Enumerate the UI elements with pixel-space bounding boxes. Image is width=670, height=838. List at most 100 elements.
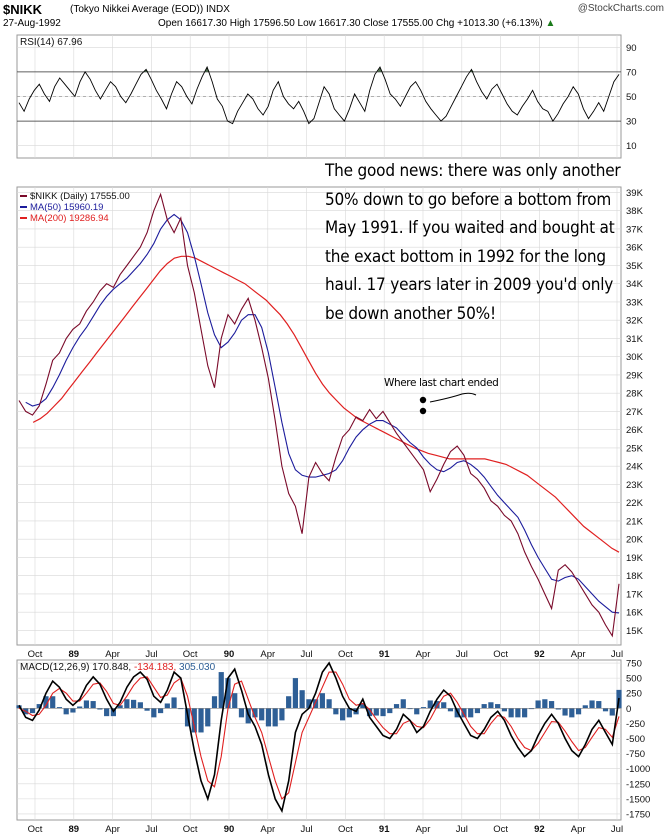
rsi-tick-label: 50: [626, 92, 637, 103]
macd-x-label: Oct: [338, 824, 353, 835]
macd-x-label: Oct: [493, 824, 508, 835]
histogram-bar: [339, 708, 346, 721]
histogram-bar: [501, 708, 507, 712]
histogram-bar: [205, 708, 211, 727]
date-label: 27-Aug-1992: [3, 18, 61, 29]
histogram-bar: [535, 700, 541, 709]
histogram-bar: [569, 708, 575, 718]
histogram-bar: [225, 678, 231, 709]
histogram-bar: [508, 708, 514, 718]
histogram-bar: [191, 708, 197, 733]
last-chart-note: Where last chart ended: [384, 377, 499, 389]
price-tick-label: 28K: [626, 389, 644, 400]
histogram-bar: [63, 708, 69, 715]
price-tick-label: 26K: [626, 425, 644, 436]
histogram-bar: [164, 703, 170, 709]
histogram-bar: [198, 708, 204, 733]
histogram-bar: [259, 708, 265, 721]
histogram-bar: [515, 708, 521, 718]
price-tick-label: 34K: [626, 279, 644, 290]
histogram-bar: [279, 708, 285, 721]
histogram-bar: [238, 708, 245, 718]
histogram-bar: [542, 699, 548, 709]
histogram-bar: [488, 702, 494, 709]
histogram-bar: [117, 705, 123, 709]
macd-tick-label: 250: [626, 689, 642, 700]
histogram-bar: [306, 699, 312, 709]
histogram-bar: [272, 708, 278, 727]
histogram-bar: [218, 672, 224, 709]
macd-x-label: Apr: [260, 824, 275, 835]
histogram-bar: [252, 708, 258, 718]
price-tick-label: 31K: [626, 334, 644, 345]
price-x-label: 90: [224, 649, 235, 660]
annotation-text: The good news: there was only another 50…: [325, 161, 621, 324]
histogram-bar: [575, 708, 582, 715]
price-tick-label: 36K: [626, 243, 644, 254]
macd-x-label: Jul: [611, 824, 623, 835]
macd-tick-label: -750: [626, 749, 645, 760]
index-name: (Tokyo Nikkei Average (EOD)) INDX: [70, 4, 230, 15]
histogram-bar: [292, 678, 299, 709]
price-tick-label: 30K: [626, 352, 644, 363]
macd-x-label: 91: [379, 824, 390, 835]
price-tick-label: 39K: [626, 188, 644, 199]
macd-x-label: Oct: [183, 824, 198, 835]
histogram-bar: [441, 702, 447, 709]
price-tick-label: 37K: [626, 224, 644, 235]
histogram-bar: [468, 708, 474, 718]
price-tick-label: 33K: [626, 297, 644, 308]
price-x-label: Oct: [183, 649, 198, 660]
histogram-bar: [380, 708, 386, 717]
price-tick-label: 18K: [626, 571, 644, 582]
histogram-bar: [609, 708, 615, 716]
macd-title-part: -134.183,: [134, 662, 179, 673]
change-up-icon: ▲: [545, 18, 556, 29]
macd-x-label: 92: [534, 824, 545, 835]
price-x-label: Apr: [416, 649, 431, 660]
price-x-label: Apr: [260, 649, 275, 660]
macd-x-label: Jul: [456, 824, 468, 835]
macd-title: MACD(12,26,9) 170.848, -134.183, 305.030: [20, 662, 216, 673]
histogram-bar: [333, 708, 339, 715]
brand-watermark[interactable]: @StockCharts.com: [577, 3, 664, 14]
macd-tick-label: -1250: [626, 779, 650, 790]
histogram-bar: [400, 699, 406, 709]
macd-panel: 750 500 250 0 -250 -500 -750 -1000 -1250 -1500 -17…: [16, 659, 650, 835]
price-x-label: 92: [534, 649, 545, 660]
histogram-bar: [299, 690, 305, 709]
histogram-bar: [50, 696, 56, 709]
price-tick-label: 25K: [626, 443, 644, 454]
macd-title-part: 170.848,: [92, 662, 134, 673]
macd-tick-label: 500: [626, 674, 642, 685]
note-arrow: [429, 392, 477, 403]
histogram-bar: [407, 708, 413, 710]
macd-title-part: MACD(12,26,9): [20, 662, 92, 673]
ma50-line: [25, 213, 620, 614]
price-x-label: Oct: [28, 649, 43, 660]
price-x-label: Apr: [571, 649, 586, 660]
macd-x-label: Apr: [416, 824, 431, 835]
histogram-bar: [434, 701, 440, 709]
histogram-bar: [360, 704, 366, 709]
histogram-bar: [447, 708, 454, 712]
price-tick-label: 23K: [626, 480, 644, 491]
histogram-bar: [70, 708, 76, 713]
histogram-bar: [97, 708, 103, 710]
histogram-bar: [83, 700, 90, 709]
histogram-bar: [596, 701, 602, 709]
macd-title-part: 305.030: [179, 662, 216, 673]
price-x-label: Jul: [145, 649, 157, 660]
histogram-bar: [151, 708, 157, 718]
price-x-label: Apr: [105, 649, 120, 660]
histogram-bar: [373, 708, 379, 716]
histogram-bar: [393, 704, 400, 709]
ma200-line: [32, 255, 620, 553]
rsi-tick-label: 70: [626, 67, 637, 78]
macd-line: [18, 661, 620, 814]
histogram-bar: [43, 696, 49, 709]
price-x-label: Jul: [456, 649, 468, 660]
macd-tick-label: -500: [626, 734, 645, 745]
rsi-panel: 90 70 50 30 10 RSI(14) 67.96: [16, 34, 637, 159]
